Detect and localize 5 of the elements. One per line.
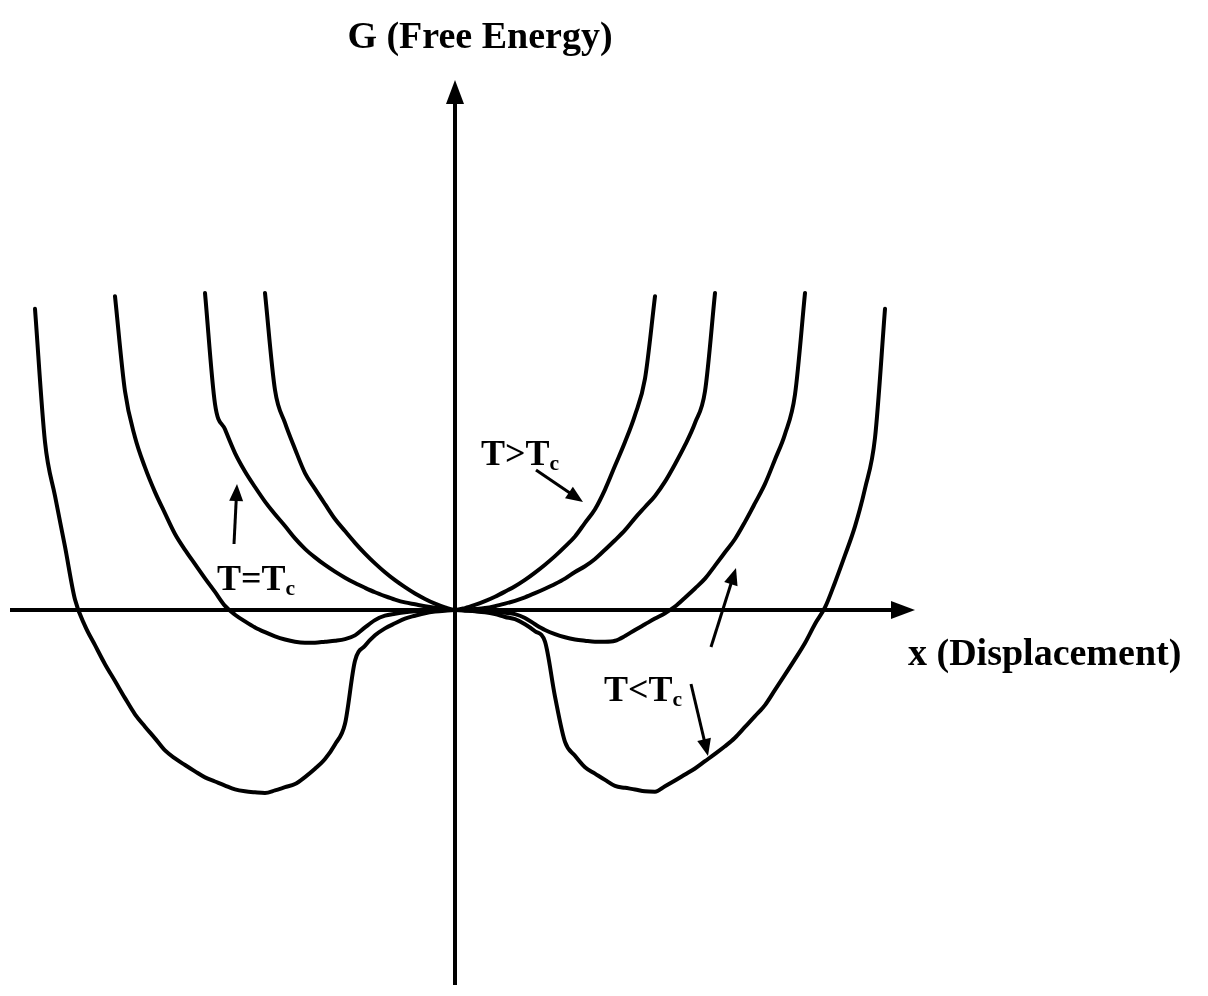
- annotation: T=T$_{c}$: [216, 558, 296, 601]
- x-axis-title: x (Displacement): [908, 631, 1182, 673]
- annotation: T>T$_{c}$: [480, 433, 560, 476]
- annotation: T<T$_{c}$: [603, 669, 683, 712]
- text: G (Free Energy): [347, 14, 613, 56]
